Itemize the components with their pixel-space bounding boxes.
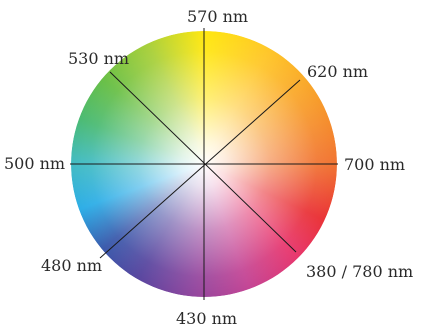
label-700-nm: 700 nm [344,155,406,174]
label-620-nm: 620 nm [307,62,369,81]
label-500-nm: 500 nm [4,154,66,173]
label-530-nm: 530 nm [68,49,130,68]
label-480-nm: 480 nm [41,256,103,275]
label-570-nm: 570 nm [187,7,249,26]
label-380-780-nm: 380 / 780 nm [306,262,414,281]
divider-line-diagonal-up [99,79,301,259]
divider-line-diagonal-down [109,71,297,253]
label-430-nm: 430 nm [176,309,238,328]
